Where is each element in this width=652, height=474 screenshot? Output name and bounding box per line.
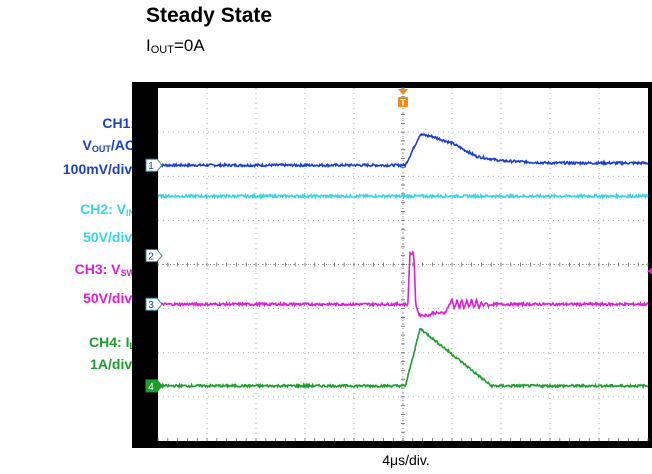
legend-ch1-signal: VOUT/AC: [83, 134, 135, 160]
legend-ch4-scale: 1A/div.: [90, 356, 135, 372]
channel-3-marker: 3: [145, 297, 163, 311]
legend-ch4-pre: CH4: I: [89, 334, 130, 350]
trace-ch4: [157, 327, 649, 390]
legend-ch2-scale: 50V/div.: [83, 229, 135, 245]
channel-4-marker-label: 4: [148, 382, 154, 393]
subtitle-rest: =0A: [173, 36, 205, 55]
channel-4-marker: 4: [145, 379, 163, 393]
subtitle-sub: OUT: [150, 44, 174, 56]
channel-4-marker-shape: [145, 379, 163, 393]
channel-markers: 1 2 3 4 T: [145, 89, 652, 393]
channel-3-marker-label: 3: [148, 300, 154, 311]
scope-grid: [157, 87, 649, 442]
trace-ch3: [157, 250, 649, 318]
channel-2-marker-shape: [145, 249, 163, 263]
trigger-label: T: [400, 98, 406, 108]
chart-title: Steady State: [146, 4, 273, 27]
legend-ch1-title: CH1:: [102, 115, 135, 131]
trace-ch2: [157, 192, 649, 200]
oscilloscope-screen: 1 2 3 4 T: [132, 82, 652, 448]
channel-1-marker: 1: [145, 158, 163, 172]
channel-2-marker-label: 2: [148, 252, 154, 263]
channel-2-marker: 2: [145, 249, 163, 263]
legend-ch1-pre: V: [82, 137, 92, 153]
legend-ch3-pre: CH3: V: [74, 261, 121, 277]
legend-ch1-sub: OUT: [91, 144, 111, 154]
chart-subtitle: IOUT=0A: [146, 36, 205, 56]
legend-ch2-pre: CH2: V: [80, 201, 126, 217]
legend-ch2-sub: IN: [126, 208, 135, 218]
channel-1-marker-label: 1: [148, 161, 154, 172]
legend-ch3-title: CH3: VSW: [75, 258, 135, 284]
subtitle-main: I: [146, 36, 151, 55]
trigger-marker: T: [398, 89, 408, 108]
legend-ch3-sub: SW: [120, 268, 136, 278]
legend-ch3-scale: 50V/div.: [83, 290, 135, 306]
trigger-arrow: [398, 89, 408, 95]
trace-ch1: [157, 132, 649, 169]
legend-ch2-title: CH2: VIN: [80, 198, 135, 224]
channel-1-marker-shape: [145, 158, 163, 172]
legend-ch1-post: /AC: [110, 137, 135, 153]
trigger-level-marker: [647, 267, 652, 275]
x-axis-label: 4μs/div.: [382, 452, 430, 468]
legend-ch1-scale: 100mV/div.: [62, 161, 135, 177]
channel-3-marker-shape: [145, 297, 163, 311]
scope-traces: [157, 132, 649, 390]
trigger-box: [398, 97, 408, 107]
